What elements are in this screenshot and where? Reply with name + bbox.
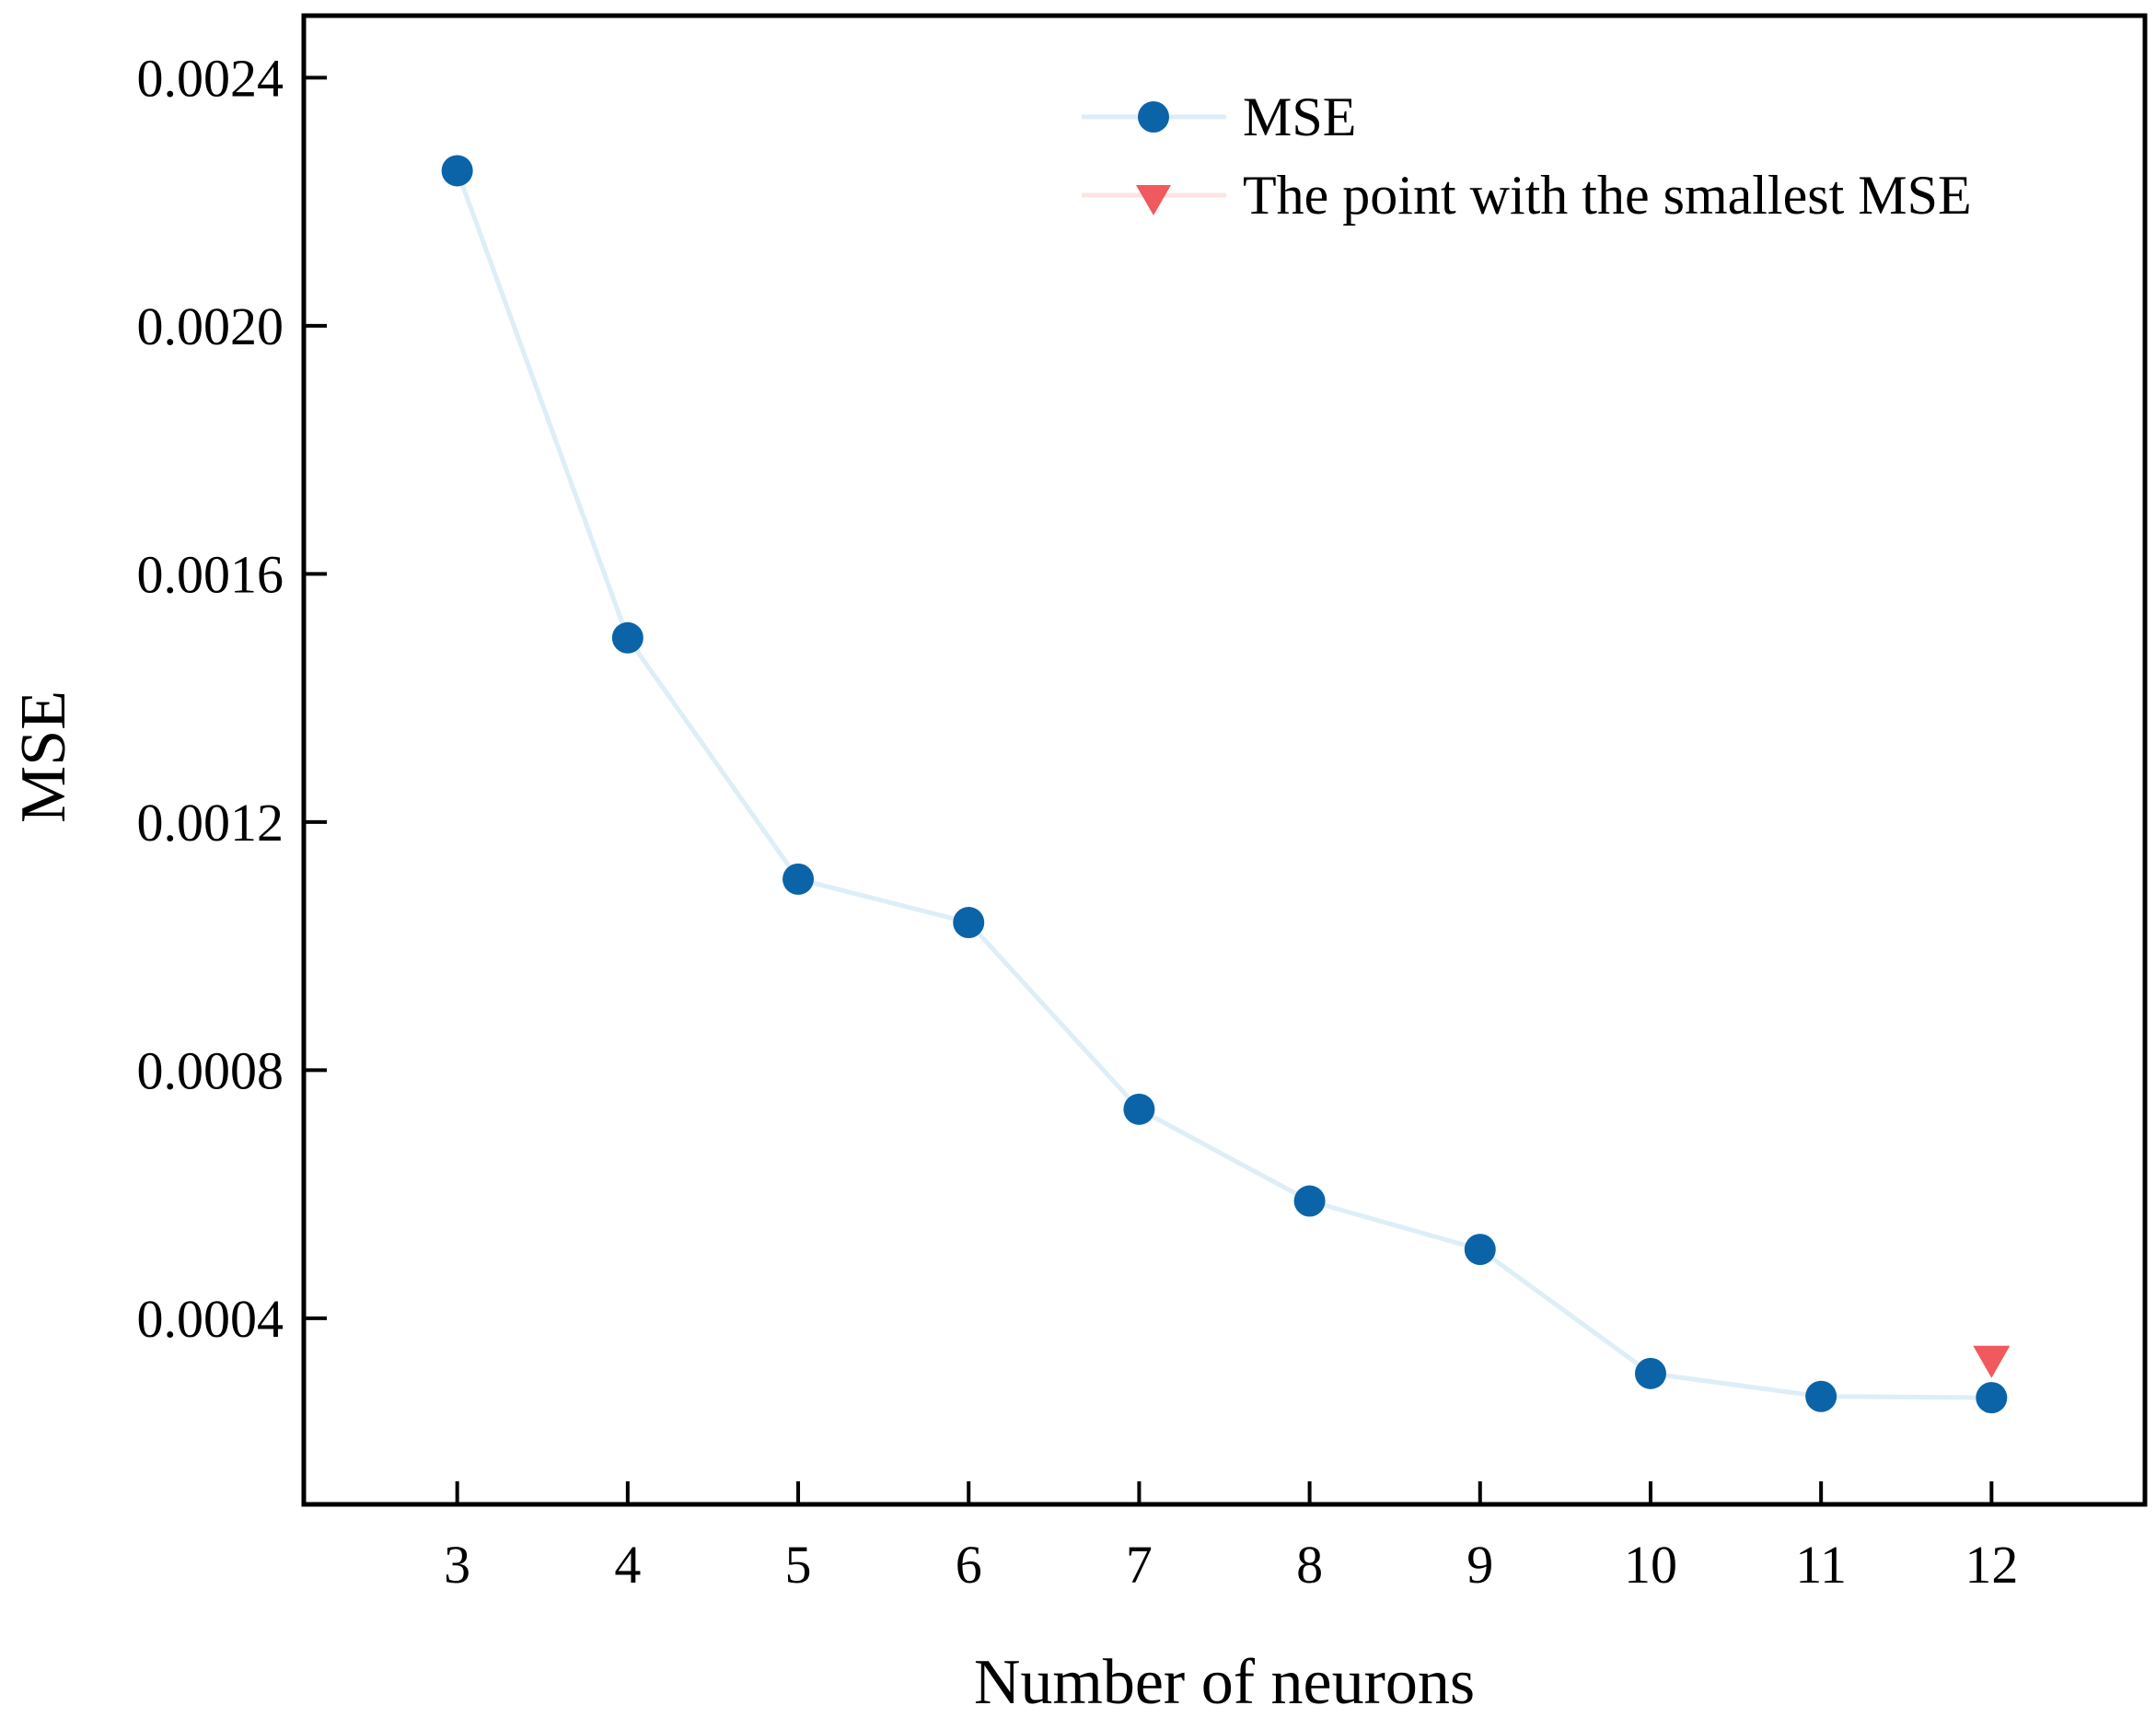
x-tick-label: 4 (614, 1535, 641, 1595)
mse-data-point (782, 863, 815, 895)
mse-data-point (953, 907, 985, 939)
x-tick-label: 5 (785, 1535, 812, 1595)
min-point-marker-group (1973, 1345, 2011, 1378)
legend-min-point-marker (1136, 185, 1171, 215)
mse-data-points (441, 155, 2008, 1414)
x-tick-label: 7 (1126, 1535, 1153, 1595)
x-tick-label: 9 (1466, 1535, 1493, 1595)
x-tick-label: 10 (1624, 1535, 1677, 1595)
y-axis-title: MSE (8, 690, 79, 823)
y-tick-label: 0.0016 (137, 544, 284, 604)
mse-data-point (1976, 1382, 2008, 1414)
mse-data-point (441, 155, 473, 187)
mse-data-point (1293, 1185, 1326, 1217)
x-tick-label: 3 (444, 1535, 470, 1595)
x-axis-title: Number of neurons (974, 1647, 1475, 1718)
mse-data-point (1805, 1380, 1837, 1412)
x-tick-label: 12 (1965, 1535, 2018, 1595)
legend-min-point-label: The point with the smallest MSE (1243, 165, 1972, 226)
mse-data-point (1634, 1357, 1666, 1389)
x-tick-label: 6 (956, 1535, 982, 1595)
legend: MSE The point with the smallest MSE (1082, 87, 1972, 226)
mse-data-point (1123, 1093, 1155, 1125)
mse-data-point (1464, 1234, 1496, 1266)
plot-frame (301, 13, 2148, 1507)
min-mse-marker (1973, 1345, 2011, 1378)
y-tick-label: 0.0024 (137, 48, 284, 108)
legend-mse-marker (1138, 101, 1169, 133)
y-axis-ticks: 0.0004 0.0008 0.0012 0.0016 0.0020 0.0024 (137, 48, 327, 1349)
y-tick-label: 0.0012 (137, 793, 284, 853)
mse-series-line (455, 169, 1992, 1400)
x-tick-label: 11 (1795, 1535, 1847, 1595)
x-axis-ticks: 3 4 5 6 7 8 9 10 11 12 (444, 1481, 2018, 1595)
x-tick-label: 8 (1296, 1535, 1323, 1595)
mse-data-point (611, 621, 643, 654)
y-tick-label: 0.0004 (137, 1289, 284, 1349)
y-tick-label: 0.0008 (137, 1040, 284, 1100)
y-tick-label: 0.0020 (137, 296, 284, 356)
legend-mse-label: MSE (1243, 87, 1356, 147)
